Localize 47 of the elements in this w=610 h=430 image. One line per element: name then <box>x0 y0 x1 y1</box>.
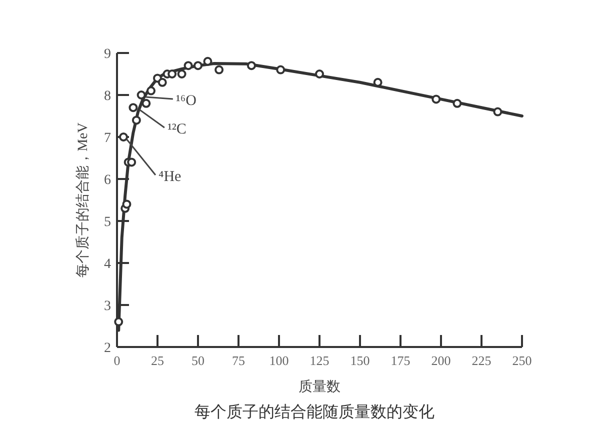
point <box>315 70 324 78</box>
point <box>158 78 167 87</box>
point <box>118 132 128 142</box>
point <box>128 103 138 112</box>
point <box>493 107 502 116</box>
x-tick-label: 75 <box>232 353 245 368</box>
point <box>452 98 462 108</box>
point <box>114 317 124 326</box>
point <box>122 200 132 209</box>
y-tick-label: 3 <box>104 299 111 314</box>
x-tick-label: 25 <box>151 353 164 368</box>
point <box>184 61 193 70</box>
x-tick-label: 225 <box>472 353 492 368</box>
point <box>432 94 441 104</box>
point <box>142 98 151 108</box>
point <box>246 61 256 70</box>
y-tick-label: 4 <box>104 257 111 272</box>
point <box>132 116 141 125</box>
x-tick-label: 200 <box>431 353 451 368</box>
x-tick-label: 0 <box>114 353 120 368</box>
y-tick-label: 9 <box>104 47 111 62</box>
y-axis-title: 每个质子的结合能，MeV <box>75 122 91 278</box>
annotation: ¹²C <box>167 122 186 138</box>
point <box>203 56 212 66</box>
point <box>177 70 186 78</box>
point <box>194 61 202 70</box>
point <box>214 65 224 74</box>
x-tick-label: 250 <box>512 353 532 368</box>
text: 每个质子的结合能随质量数的变化 <box>194 403 434 421</box>
point <box>168 70 177 78</box>
y-tick-label: 8 <box>104 89 111 104</box>
x-axis-title: 质量数 <box>298 379 340 395</box>
y-tick-label: 7 <box>104 131 111 146</box>
x-tick-label: 125 <box>310 353 330 368</box>
point <box>136 90 146 100</box>
y-tick-label: 2 <box>104 341 111 356</box>
x-tick-label: 100 <box>269 353 289 368</box>
point <box>127 158 136 167</box>
x-tick-label: 150 <box>350 353 370 368</box>
annotation: ⁴He <box>158 169 182 185</box>
point <box>146 86 156 96</box>
annotation: ¹⁶O <box>176 93 197 109</box>
x-tick-label: 50 <box>192 353 204 368</box>
point <box>276 65 286 74</box>
y-tick-label: 5 <box>104 215 111 230</box>
y-tick-label: 6 <box>104 173 111 188</box>
x-tick-label: 175 <box>390 353 410 368</box>
